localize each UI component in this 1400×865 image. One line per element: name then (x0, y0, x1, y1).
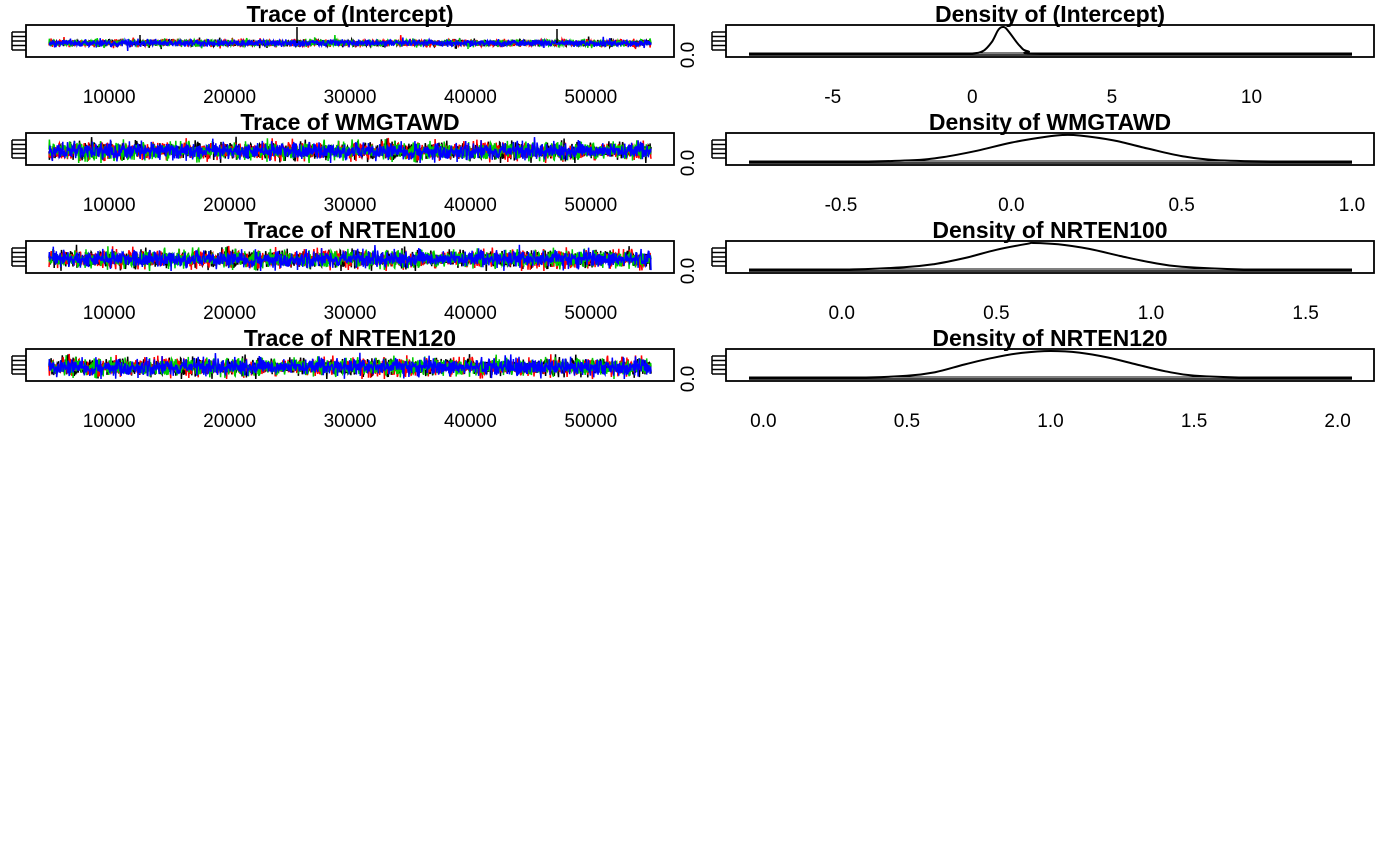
density-curve (748, 241, 1353, 272)
x-tick-label: 40000 (444, 411, 497, 432)
y-tick-label: 0.0 (678, 258, 699, 284)
x-tick-label: 50000 (564, 303, 617, 324)
panel-density-of-intercept: Density of (Intercept) -5 0 5 10 (711, 1, 1375, 108)
x-tick-label: 0.5 (983, 303, 1009, 324)
panel-title: Density of (Intercept) (935, 1, 1165, 27)
plot-frame (725, 132, 1375, 166)
panel-trace-of-nrten100: Trace of NRTEN100 0.0 10000 20000 30000 40000… (11, 217, 699, 324)
trace-line-chain-4 (48, 137, 652, 164)
panel-title: Trace of NRTEN100 (244, 217, 456, 243)
x-tick-label: 2.0 (1324, 411, 1350, 432)
x-tick-label: 5 (1107, 87, 1118, 108)
plot-frame (725, 24, 1375, 58)
x-tick-label: 1.0 (1138, 303, 1164, 324)
panel-title: Trace of WMGTAWD (240, 109, 459, 135)
panel-density-of-wmgtawd: Density of WMGTAWD -0.5 0.0 0.5 1.0 (711, 109, 1375, 216)
x-tick-label: 0.0 (829, 303, 855, 324)
x-tick-label: 20000 (203, 411, 256, 432)
panel-trace-of-nrten120: Trace of NRTEN120 0.0 10000 20000 30000 40000… (11, 325, 699, 432)
y-tick-label: 0.0 (678, 366, 699, 392)
x-tick-label: 50000 (564, 195, 617, 216)
x-tick-label: 0.0 (750, 411, 776, 432)
x-tick-label: 10000 (83, 87, 136, 108)
x-tick-label: 40000 (444, 303, 497, 324)
x-tick-label: 1.5 (1292, 303, 1318, 324)
density-curve (748, 133, 1353, 164)
x-tick-label: 20000 (203, 87, 256, 108)
x-tick-label: 0.5 (1168, 195, 1194, 216)
y-tick-label: 0.0 (678, 150, 699, 176)
panel-trace-of-wmgtawd: Trace of WMGTAWD 0.0 10000 20000 30000 40000 5… (11, 109, 699, 216)
plot-frame (725, 348, 1375, 382)
panel-title: Density of NRTEN120 (932, 325, 1167, 351)
x-tick-label: 10000 (83, 411, 136, 432)
panel-title: Trace of (Intercept) (246, 1, 453, 27)
x-tick-label: 20000 (203, 303, 256, 324)
x-tick-label: 30000 (324, 87, 377, 108)
density-curve (748, 25, 1353, 56)
panel-trace-of-intercept: Trace of (Intercept) 0.0 10000 20000 30000 40… (11, 1, 699, 108)
trace-line-chain-4 (48, 352, 652, 380)
panel-title: Density of WMGTAWD (929, 109, 1171, 135)
x-tick-label: 10000 (83, 303, 136, 324)
x-tick-label: -0.5 (825, 195, 858, 216)
x-tick-label: 50000 (564, 411, 617, 432)
panel-title: Trace of NRTEN120 (244, 325, 456, 351)
x-tick-label: 30000 (324, 303, 377, 324)
trace-line-chain-4 (48, 244, 652, 272)
x-tick-label: 40000 (444, 195, 497, 216)
panel-title: Density of NRTEN100 (932, 217, 1167, 243)
x-tick-label: 0.5 (894, 411, 920, 432)
x-tick-label: -5 (824, 87, 841, 108)
trace-line-chain-4 (48, 36, 652, 52)
x-tick-label: 0 (967, 87, 978, 108)
panel-density-of-nrten100: Density of NRTEN100 0.0 0.5 1.0 1.5 (711, 217, 1375, 324)
x-tick-label: 40000 (444, 87, 497, 108)
panel-density-of-nrten120: Density of NRTEN120 0.0 0.5 1.0 1.5 2.0 (711, 325, 1375, 432)
x-tick-label: 30000 (324, 411, 377, 432)
x-tick-label: 1.0 (1037, 411, 1063, 432)
x-tick-label: 1.0 (1339, 195, 1365, 216)
x-tick-label: 20000 (203, 195, 256, 216)
plot-frame (725, 240, 1375, 274)
x-tick-label: 0.0 (998, 195, 1024, 216)
x-tick-label: 10 (1241, 87, 1262, 108)
x-tick-label: 50000 (564, 87, 617, 108)
x-tick-label: 10000 (83, 195, 136, 216)
y-tick-label: 0.0 (678, 42, 699, 68)
density-curve (748, 349, 1353, 380)
x-tick-label: 30000 (324, 195, 377, 216)
x-tick-label: 1.5 (1181, 411, 1207, 432)
